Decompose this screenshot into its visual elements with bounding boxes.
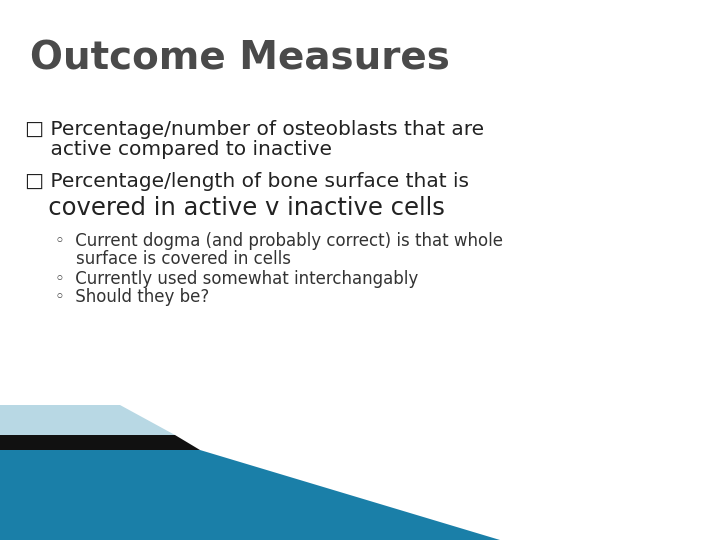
Text: ◦  Current dogma (and probably correct) is that whole: ◦ Current dogma (and probably correct) i… <box>55 232 503 250</box>
Polygon shape <box>0 450 500 540</box>
Text: surface is covered in cells: surface is covered in cells <box>55 250 291 268</box>
Polygon shape <box>0 435 200 450</box>
Text: ◦  Currently used somewhat interchangably: ◦ Currently used somewhat interchangably <box>55 270 418 288</box>
Text: □ Percentage/length of bone surface that is: □ Percentage/length of bone surface that… <box>25 172 469 191</box>
Text: active compared to inactive: active compared to inactive <box>25 140 332 159</box>
Text: covered in active v inactive cells: covered in active v inactive cells <box>25 196 445 220</box>
Text: ◦  Should they be?: ◦ Should they be? <box>55 288 210 306</box>
Polygon shape <box>0 405 175 435</box>
Text: □ Percentage/number of osteoblasts that are: □ Percentage/number of osteoblasts that … <box>25 120 484 139</box>
Text: Outcome Measures: Outcome Measures <box>30 40 450 78</box>
